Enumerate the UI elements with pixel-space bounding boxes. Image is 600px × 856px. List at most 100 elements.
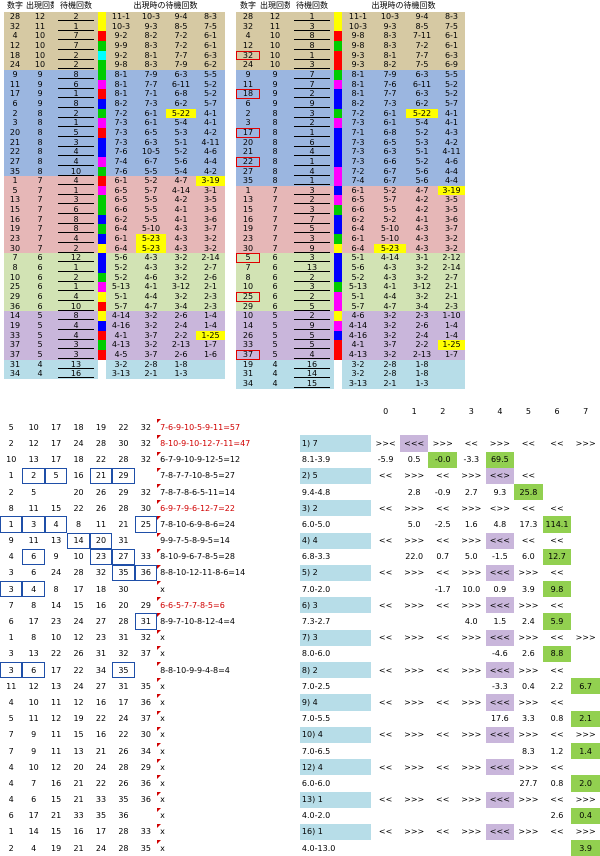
value-cell: 2.6 — [514, 645, 543, 662]
history-cell: 9-4 — [406, 12, 438, 22]
result-row: 6 17 23 24 27 28 31 8-9-7-10-8-12-4=4 7.3-2.7 4.0… — [0, 613, 600, 630]
history-cell: 6-1 — [136, 108, 166, 119]
header-cell: 数字 — [236, 0, 260, 12]
result-row: 5 11 12 19 22 24 37 x 7.0-5.5 17.6 3.3 0.8 2.1 — [0, 710, 600, 727]
value-cell — [542, 483, 572, 501]
wait-sequence: 7-8-7-8-6-5-11=14 — [157, 483, 300, 500]
table-row: 28 12 2 11-1 10-3 9-4 8-3 — [4, 12, 225, 22]
history-cell: 4-2 — [196, 127, 225, 138]
value-cell: 5.0 — [399, 516, 429, 533]
wait-value: 3 — [294, 22, 330, 31]
count-cell: 5 — [260, 349, 290, 360]
table-row: 17 9 1 8-1 7-1 6-8 5-2 — [4, 89, 225, 99]
drawn-number: 28 — [118, 455, 129, 465]
wait-cell: 10 — [54, 166, 98, 177]
drawn-number: 4 — [8, 795, 14, 805]
history-cell: 2-3 — [196, 301, 225, 312]
drawn-number: 11 — [51, 697, 62, 707]
wait-value: 9 — [294, 322, 330, 330]
value-cell: >>> — [457, 564, 486, 582]
history-cell: 7-7 — [136, 79, 166, 90]
history-cell: 4-13 — [106, 340, 136, 350]
wait-cell: 4 — [290, 166, 334, 177]
history-cell: 3-2 — [374, 321, 406, 331]
table-row: 5 6 3 5-1 4-14 3-1 2-12 — [236, 253, 465, 264]
wait-value: 3 — [58, 350, 94, 359]
history-cell: 4-14 — [374, 253, 406, 264]
value-cell: << — [428, 500, 458, 517]
history-cell: 3-4 — [406, 301, 438, 312]
table-row: 33 5 5 4-1 3-7 2-2 1-25 — [236, 340, 465, 350]
wait-value: 6 — [58, 80, 94, 89]
result-row: 4 6 15 21 33 35 36 x 13) 1 << >>> << >>> <<< >>> << >>> — [0, 791, 600, 808]
value-cell: 2.1 — [571, 710, 600, 727]
history-cell: 2-6 — [406, 321, 438, 331]
drawn-number: 31 — [95, 649, 107, 659]
count-cell: 10 — [26, 50, 54, 61]
wait-sequence: 8-8-10-9-9-4-8=4 — [157, 662, 300, 678]
count-cell: 7 — [260, 195, 290, 206]
value-cell — [428, 710, 458, 727]
table-row: 29 6 4 5-1 4-4 3-2 2-3 — [4, 292, 225, 302]
number-cell: 32 — [236, 50, 260, 61]
history-cell: 5-7 — [136, 185, 166, 196]
value-cell — [457, 678, 486, 695]
history-cell: 7-7 — [406, 50, 438, 61]
marker-square — [334, 31, 342, 41]
drawn-number: 21 — [73, 778, 84, 788]
number-cell: 11 — [236, 79, 260, 90]
history-cell: 5-2 — [438, 79, 465, 90]
history-cell — [438, 369, 465, 379]
history-cell: 8-5 — [166, 21, 196, 32]
marker-square — [334, 282, 342, 293]
value-cell: 6.0 — [514, 548, 543, 565]
value-cell — [399, 678, 429, 695]
history-cell: 9-2 — [106, 50, 136, 61]
history-cell: 3-19 — [438, 185, 465, 196]
number-cell: 37 — [4, 349, 26, 360]
value-cell: 8.3 — [514, 742, 543, 760]
count-cell: 9 — [26, 79, 54, 90]
history-cell: 2-13 — [166, 340, 196, 350]
marker-square — [98, 40, 106, 51]
row-label: 7.3-2.7 — [299, 613, 372, 630]
table-row: 9 9 7 8-1 7-9 6-3 5-5 — [236, 69, 465, 80]
marker-square — [334, 263, 342, 273]
drawn-number: 26 — [118, 746, 129, 756]
wait-cell: 3 — [290, 253, 334, 264]
drawn-number: 7 — [8, 746, 14, 756]
marker-square — [98, 359, 106, 370]
drawn-number: 17 — [51, 422, 62, 432]
history-cell: 5-1 — [406, 147, 438, 157]
wait-cell: 4 — [54, 330, 98, 341]
drawn-number: 3 — [0, 581, 23, 598]
history-cell: 6-2 — [166, 98, 196, 109]
row-label: 7.0-2.5 — [299, 678, 372, 695]
history-cell: 4-2 — [406, 195, 438, 206]
marker-square — [334, 272, 342, 283]
drawn-number: 36 — [140, 778, 151, 788]
history-cell: 4-3 — [166, 234, 196, 244]
value-cell: >>> — [399, 564, 429, 582]
result-row: 7 9 11 13 21 26 34 x 7.0-6.5 8.3 1.2 1.4 — [0, 742, 600, 760]
history-cell: 6-5 — [136, 127, 166, 138]
number-cell: 2 — [236, 108, 260, 119]
wait-sequence: x — [157, 678, 300, 694]
drawn-number: 35 — [140, 843, 151, 853]
number-cell: 22 — [4, 147, 26, 157]
history-cell: 4-2 — [406, 205, 438, 215]
count-cell: 7 — [26, 243, 54, 254]
drawn-number: 26 — [73, 649, 84, 659]
value-cell: 0.9 — [485, 581, 515, 598]
number-cell: 18 — [4, 50, 26, 61]
table-row: 12 10 8 9-8 8-3 7-2 6-1 — [236, 40, 465, 51]
drawn-number: 32 — [95, 568, 107, 578]
marker-square — [98, 369, 106, 379]
history-cell: 1-4 — [438, 330, 465, 341]
table-row: 24 10 3 9-3 8-2 7-5 6-9 — [236, 60, 465, 70]
marker-square — [98, 195, 106, 206]
value-cell — [371, 710, 400, 727]
drawn-number: 32 — [140, 438, 151, 448]
table-row: 1 7 3 6-1 5-2 4-7 3-19 — [236, 185, 465, 196]
history-cell: 6-2 — [342, 214, 374, 225]
